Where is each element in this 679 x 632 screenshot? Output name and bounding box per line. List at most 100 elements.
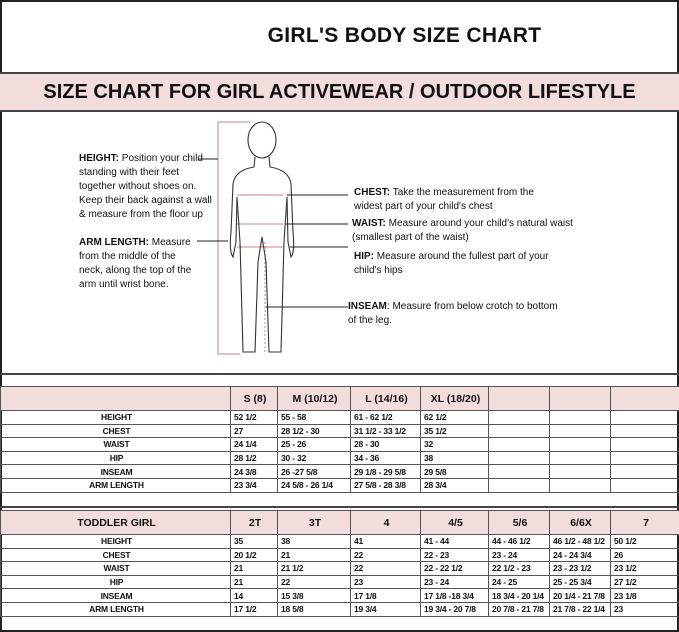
table-cell <box>488 450 550 466</box>
table-cell: 38 <box>277 534 351 549</box>
table-cell <box>610 437 679 452</box>
divider <box>0 373 679 375</box>
table-cell: 24 3/8 <box>230 464 278 479</box>
table-cell: 29 5/8 <box>420 464 489 479</box>
table-row: WAIST 24 1/4 25 - 26 28 - 30 32 <box>0 437 679 452</box>
divider <box>0 506 679 508</box>
inseam-note: INSEAM: Measure from below crotch to bot… <box>348 301 558 326</box>
table-cell: 21 1/2 <box>277 561 351 576</box>
table-cell: 38 <box>420 450 489 466</box>
table-row: ARM LENGTH 17 1/2 18 5/8 19 3/4 19 3/4 - 20 … <box>0 601 679 617</box>
column-header <box>549 386 611 411</box>
table-cell: 17 1/2 <box>230 601 278 617</box>
table-cell: 28 1/2 <box>230 450 278 466</box>
table-cell <box>488 477 550 493</box>
table-cell <box>610 410 679 425</box>
table-cell: 24 1/4 <box>230 437 278 452</box>
row-label: HEIGHT <box>0 410 231 425</box>
table-cell: 17 1/8 <box>350 588 421 603</box>
table-cell: 31 1/2 - 33 1/2 <box>350 423 421 439</box>
table-cell <box>549 423 611 439</box>
table-row: WAIST 21 21 1/2 22 22 - 22 1/2 22 1/2 - 23 23 … <box>0 561 679 576</box>
row-label: INSEAM <box>0 464 231 479</box>
column-header: 4 <box>350 510 421 535</box>
table-header-row: S (8) M (10/12) L (14/16) XL (18/20) <box>0 386 679 411</box>
table-cell: 18 5/8 <box>277 601 351 617</box>
measurement-figure: HEIGHT: Position your child standing wit… <box>0 112 679 375</box>
table-cell: 20 1/4 - 21 7/8 <box>549 588 611 603</box>
table-cell: 18 3/4 - 20 1/4 <box>488 588 550 603</box>
row-label: WAIST <box>0 437 231 452</box>
column-header: L (14/16) <box>350 386 421 411</box>
table-cell: 62 1/2 <box>420 410 489 425</box>
table-row: CHEST 20 1/2 21 22 22 - 23 23 - 24 24 - 24 3/4… <box>0 547 679 563</box>
column-header <box>488 386 550 411</box>
table-cell: 20 1/2 <box>230 547 278 563</box>
row-label: ARM LENGTH <box>0 601 231 617</box>
table-cell: 25 - 25 3/4 <box>549 574 611 590</box>
row-label: INSEAM <box>0 588 231 603</box>
table-cell: 23 - 24 <box>420 574 489 590</box>
table-cell <box>610 450 679 466</box>
table-cell: 23 <box>610 601 679 617</box>
height-note: HEIGHT: Position your child standing wit… <box>79 153 212 220</box>
table-cell: 24 - 25 <box>488 574 550 590</box>
page-title: GIRL'S BODY SIZE CHART <box>267 24 542 47</box>
table-cell: 32 <box>420 437 489 452</box>
column-header: XL (18/20) <box>420 386 489 411</box>
table-cell: 21 <box>230 561 278 576</box>
column-header: S (8) <box>230 386 278 411</box>
table-header-row: TODDLER GIRL 2T 3T 4 4/5 5/6 6/6X 7 <box>0 510 679 535</box>
table-cell: 28 - 30 <box>350 437 421 452</box>
table-cell: 22 - 22 1/2 <box>420 561 489 576</box>
table-cell: 24 5/8 - 26 1/4 <box>277 477 351 493</box>
table-cell: 41 <box>350 534 421 549</box>
hip-note: HIP: Measure around the fullest part of … <box>354 251 549 276</box>
table-cell: 19 3/4 - 20 7/8 <box>420 601 489 617</box>
table-row: HEIGHT 35 38 41 41 - 44 44 - 46 1/2 46 1/2 - 4… <box>0 534 679 549</box>
table-cell: 17 1/8 -18 3/4 <box>420 588 489 603</box>
girl-size-table: S (8) M (10/12) L (14/16) XL (18/20) HEIGHT 5… <box>0 386 679 493</box>
table-cell <box>549 464 611 479</box>
table-cell <box>488 410 550 425</box>
table-cell <box>549 477 611 493</box>
table-cell: 23 <box>350 574 421 590</box>
table-cell: 23 3/4 <box>230 477 278 493</box>
table-cell <box>549 410 611 425</box>
table-cell: 21 <box>230 574 278 590</box>
table-cell: 22 <box>277 574 351 590</box>
table-cell: 23 - 23 1/2 <box>549 561 611 576</box>
table-cell <box>549 450 611 466</box>
column-header: 2T <box>230 510 278 535</box>
table-cell: 34 - 36 <box>350 450 421 466</box>
table-cell: 21 <box>277 547 351 563</box>
table-cell: 27 1/2 <box>610 574 679 590</box>
column-header <box>0 386 231 411</box>
table-cell <box>610 464 679 479</box>
table-row: HEIGHT 52 1/2 55 - 58 61 - 62 1/2 62 1/2 <box>0 410 679 425</box>
table-cell <box>488 437 550 452</box>
arm-length-note: ARM LENGTH: Measure from the middle of t… <box>79 237 192 290</box>
table-cell <box>488 423 550 439</box>
table-cell: 23 1/2 <box>610 561 679 576</box>
toddler-size-table: TODDLER GIRL 2T 3T 4 4/5 5/6 6/6X 7 HEIGHT 35 38 41… <box>0 510 679 617</box>
column-header: 5/6 <box>488 510 550 535</box>
row-label: WAIST <box>0 561 231 576</box>
table-row: CHEST 27 28 1/2 - 30 31 1/2 - 33 1/2 35 1/2 <box>0 423 679 439</box>
table-cell: 14 <box>230 588 278 603</box>
chest-note: CHEST: Take the measurement from the wid… <box>354 187 534 212</box>
row-label: HIP <box>0 450 231 466</box>
row-label: HEIGHT <box>0 534 231 549</box>
table-cell: 22 <box>350 561 421 576</box>
table-cell: 27 5/8 - 28 3/8 <box>350 477 421 493</box>
row-label: ARM LENGTH <box>0 477 231 493</box>
table-cell: 35 <box>230 534 278 549</box>
table-cell: 61 - 62 1/2 <box>350 410 421 425</box>
table-cell: 22 1/2 - 23 <box>488 561 550 576</box>
table-cell: 26 -27 5/8 <box>277 464 351 479</box>
row-label: CHEST <box>0 423 231 439</box>
row-label: HIP <box>0 574 231 590</box>
table-cell: 27 <box>230 423 278 439</box>
table-cell: 44 - 46 1/2 <box>488 534 550 549</box>
